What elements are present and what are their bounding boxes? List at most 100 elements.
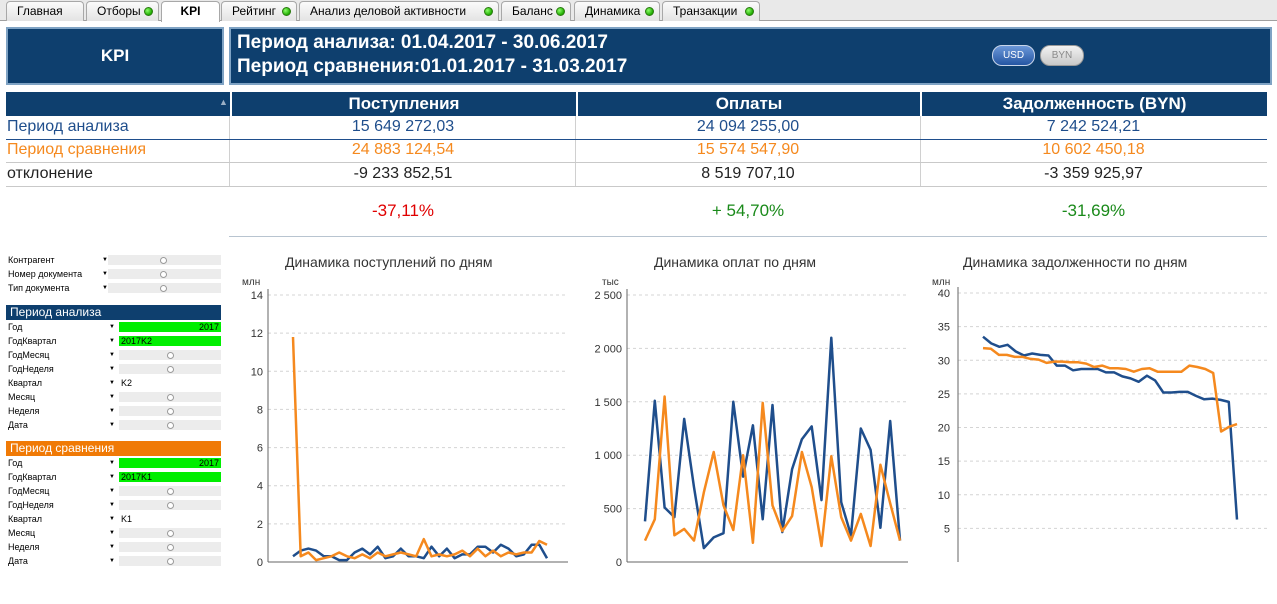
table-cell: -9 233 852,51 <box>353 165 453 182</box>
filter-row[interactable]: Год ▼ 2017 <box>7 458 221 470</box>
y-tick-label: 8 <box>257 404 263 416</box>
filter-row[interactable]: Месяц ▼ <box>7 392 221 404</box>
tab-filters[interactable]: Отборы <box>86 1 159 21</box>
filter-row[interactable]: Номер документа ▼ <box>7 269 221 281</box>
tab-label: Главная <box>17 4 63 18</box>
dropdown-arrow-icon[interactable]: ▼ <box>109 544 115 550</box>
filter-value: 2017 <box>198 458 219 468</box>
filter-row[interactable]: Дата ▼ <box>7 556 221 568</box>
filter-row[interactable]: Квартал ▼ K2 <box>7 378 221 390</box>
y-tick-label: 12 <box>251 328 263 340</box>
clear-selection-icon[interactable] <box>160 285 167 292</box>
column-divider <box>575 116 576 186</box>
sort-triangle-icon[interactable]: ▲ <box>219 97 228 107</box>
filter-label: Квартал <box>8 378 43 388</box>
filter-value: K2 <box>121 378 133 388</box>
table-cell: 15 574 547,90 <box>696 141 800 158</box>
column-divider <box>920 116 921 186</box>
filter-value-box[interactable] <box>119 458 221 469</box>
filter-value-box[interactable] <box>119 336 221 347</box>
dropdown-arrow-icon[interactable]: ▼ <box>102 271 108 277</box>
clear-selection-icon[interactable] <box>167 366 174 373</box>
filter-label: Месяц <box>8 528 36 538</box>
tab-transactions[interactable]: Транзакции <box>662 1 760 21</box>
filter-value-box[interactable] <box>119 322 221 333</box>
status-dot-icon <box>144 7 153 16</box>
period-banner: Период анализа: 01.04.2017 - 30.06.2017 … <box>229 27 1272 85</box>
clear-selection-icon[interactable] <box>167 558 174 565</box>
comparison-period-text: Период сравнения:01.01.2017 - 31.03.2017 <box>237 56 628 77</box>
filter-row[interactable]: Год ▼ 2017 <box>7 322 221 334</box>
clear-selection-icon[interactable] <box>167 422 174 429</box>
section-divider <box>229 236 1267 237</box>
y-tick-label: 1 500 <box>594 397 622 409</box>
dropdown-arrow-icon[interactable]: ▼ <box>109 324 115 330</box>
tab-label: Отборы <box>97 4 141 18</box>
tab-label: Транзакции <box>673 4 738 18</box>
dropdown-arrow-icon[interactable]: ▼ <box>102 257 108 263</box>
tab-main[interactable]: Главная <box>6 1 84 21</box>
filter-value-box[interactable] <box>119 472 221 483</box>
status-dot-icon <box>645 7 654 16</box>
tab-rating[interactable]: Рейтинг <box>221 1 297 21</box>
dropdown-arrow-icon[interactable]: ▼ <box>109 352 115 358</box>
row-divider <box>6 162 1267 163</box>
filter-row[interactable]: Тип документа ▼ <box>7 283 221 295</box>
dropdown-arrow-icon[interactable]: ▼ <box>109 460 115 466</box>
dropdown-arrow-icon[interactable]: ▼ <box>109 488 115 494</box>
dropdown-arrow-icon[interactable]: ▼ <box>109 474 115 480</box>
column-header-debt: Задолженность (BYN) <box>920 92 1267 116</box>
tab-business-activity[interactable]: Анализ деловой активности <box>299 1 499 21</box>
filter-label: Тип документа <box>8 283 70 293</box>
filter-row[interactable]: ГодКвартал ▼ 2017K1 <box>7 472 221 484</box>
filter-value: 2017K1 <box>121 472 153 482</box>
dropdown-arrow-icon[interactable]: ▼ <box>109 394 115 400</box>
dropdown-arrow-icon[interactable]: ▼ <box>102 285 108 291</box>
clear-selection-icon[interactable] <box>167 502 174 509</box>
filter-row[interactable]: Контрагент ▼ <box>7 255 221 267</box>
series-line-analysis <box>292 543 549 562</box>
clear-selection-icon[interactable] <box>167 394 174 401</box>
clear-selection-icon[interactable] <box>167 352 174 359</box>
filter-row[interactable]: ГодНеделя ▼ <box>7 500 221 512</box>
tab-kpi[interactable]: KPI <box>161 1 220 22</box>
table-cell: 24 883 124,54 <box>351 141 455 158</box>
clear-selection-icon[interactable] <box>167 530 174 537</box>
clear-selection-icon[interactable] <box>160 257 167 264</box>
filter-row[interactable]: Дата ▼ <box>7 420 221 432</box>
filter-label: Год <box>8 458 23 468</box>
filter-label: Дата <box>8 420 28 430</box>
clear-selection-icon[interactable] <box>167 544 174 551</box>
currency-usd-button[interactable]: USD <box>992 45 1035 66</box>
tab-balance[interactable]: Баланс <box>501 1 571 21</box>
dropdown-arrow-icon[interactable]: ▼ <box>109 366 115 372</box>
dropdown-arrow-icon[interactable]: ▼ <box>109 516 115 522</box>
currency-byn-button[interactable]: BYN <box>1040 45 1084 66</box>
y-tick-label: 0 <box>616 557 622 569</box>
dropdown-arrow-icon[interactable]: ▼ <box>109 338 115 344</box>
tab-label: Рейтинг <box>232 4 277 18</box>
dropdown-arrow-icon[interactable]: ▼ <box>109 422 115 428</box>
tab-dynamics[interactable]: Динамика <box>574 1 660 21</box>
dropdown-arrow-icon[interactable]: ▼ <box>109 558 115 564</box>
filter-row[interactable]: ГодНеделя ▼ <box>7 364 221 376</box>
filter-row[interactable]: Квартал ▼ K1 <box>7 514 221 526</box>
clear-selection-icon[interactable] <box>167 488 174 495</box>
tab-label: Баланс <box>512 4 553 18</box>
filter-row[interactable]: Месяц ▼ <box>7 528 221 540</box>
filter-row[interactable]: Неделя ▼ <box>7 406 221 418</box>
filter-row[interactable]: ГодМесяц ▼ <box>7 486 221 498</box>
y-tick-label: 6 <box>257 443 263 455</box>
dropdown-arrow-icon[interactable]: ▼ <box>109 502 115 508</box>
row-label-analysis: Период анализа <box>7 118 129 135</box>
dropdown-arrow-icon[interactable]: ▼ <box>109 530 115 536</box>
clear-selection-icon[interactable] <box>160 271 167 278</box>
clear-selection-icon[interactable] <box>167 408 174 415</box>
dropdown-arrow-icon[interactable]: ▼ <box>109 380 115 386</box>
dropdown-arrow-icon[interactable]: ▼ <box>109 408 115 414</box>
filter-row[interactable]: ГодКвартал ▼ 2017K2 <box>7 336 221 348</box>
series-line-comparison <box>982 346 1238 433</box>
filter-label: ГодНеделя <box>8 500 54 510</box>
filter-row[interactable]: ГодМесяц ▼ <box>7 350 221 362</box>
filter-row[interactable]: Неделя ▼ <box>7 542 221 554</box>
